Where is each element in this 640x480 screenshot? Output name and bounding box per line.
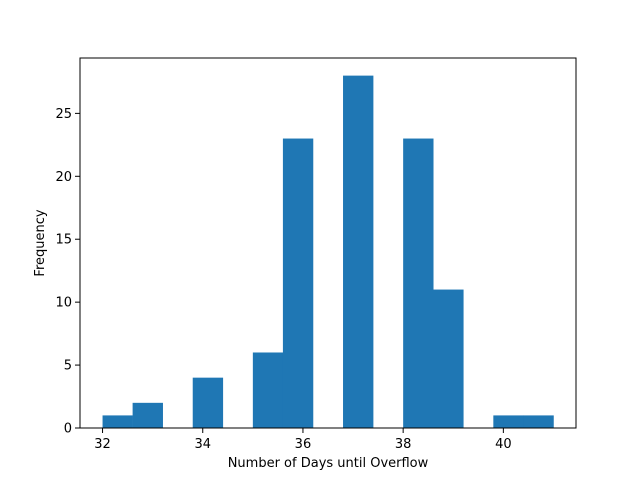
x-tick-label: 32 [94,437,111,452]
histogram-bar-8 [343,75,374,429]
plot-area-frame [79,57,577,429]
x-axis-ticks: 32 34 36 38 40 [94,428,512,452]
x-tick-label: 36 [295,437,312,452]
histogram-bar-13 [493,415,524,428]
histogram-bar-6 [282,138,314,429]
histogram-bar-1 [132,402,163,428]
histogram-bar-5 [252,352,284,428]
y-axis-ticks: 0 5 10 15 20 25 [55,107,80,437]
histogram-bar-14 [523,415,554,428]
bars-group [102,75,554,429]
y-tick-label: 25 [55,107,72,122]
x-tick-label: 38 [395,437,412,452]
histogram-bar-3 [192,377,224,428]
y-tick-label: 10 [55,296,72,311]
y-tick-label: 15 [55,233,72,248]
x-axis-label: Number of Days until Overflow [228,456,429,471]
histogram-bar-0 [102,415,133,428]
x-tick-label: 40 [495,437,512,452]
histogram-bar-10 [403,138,434,429]
y-axis-label: Frequency [33,209,48,276]
y-tick-label: 20 [55,170,72,185]
y-tick-label: 5 [64,359,72,374]
y-tick-label: 0 [64,422,72,437]
histogram-bar-11 [433,289,464,428]
x-tick-label: 34 [194,437,211,452]
